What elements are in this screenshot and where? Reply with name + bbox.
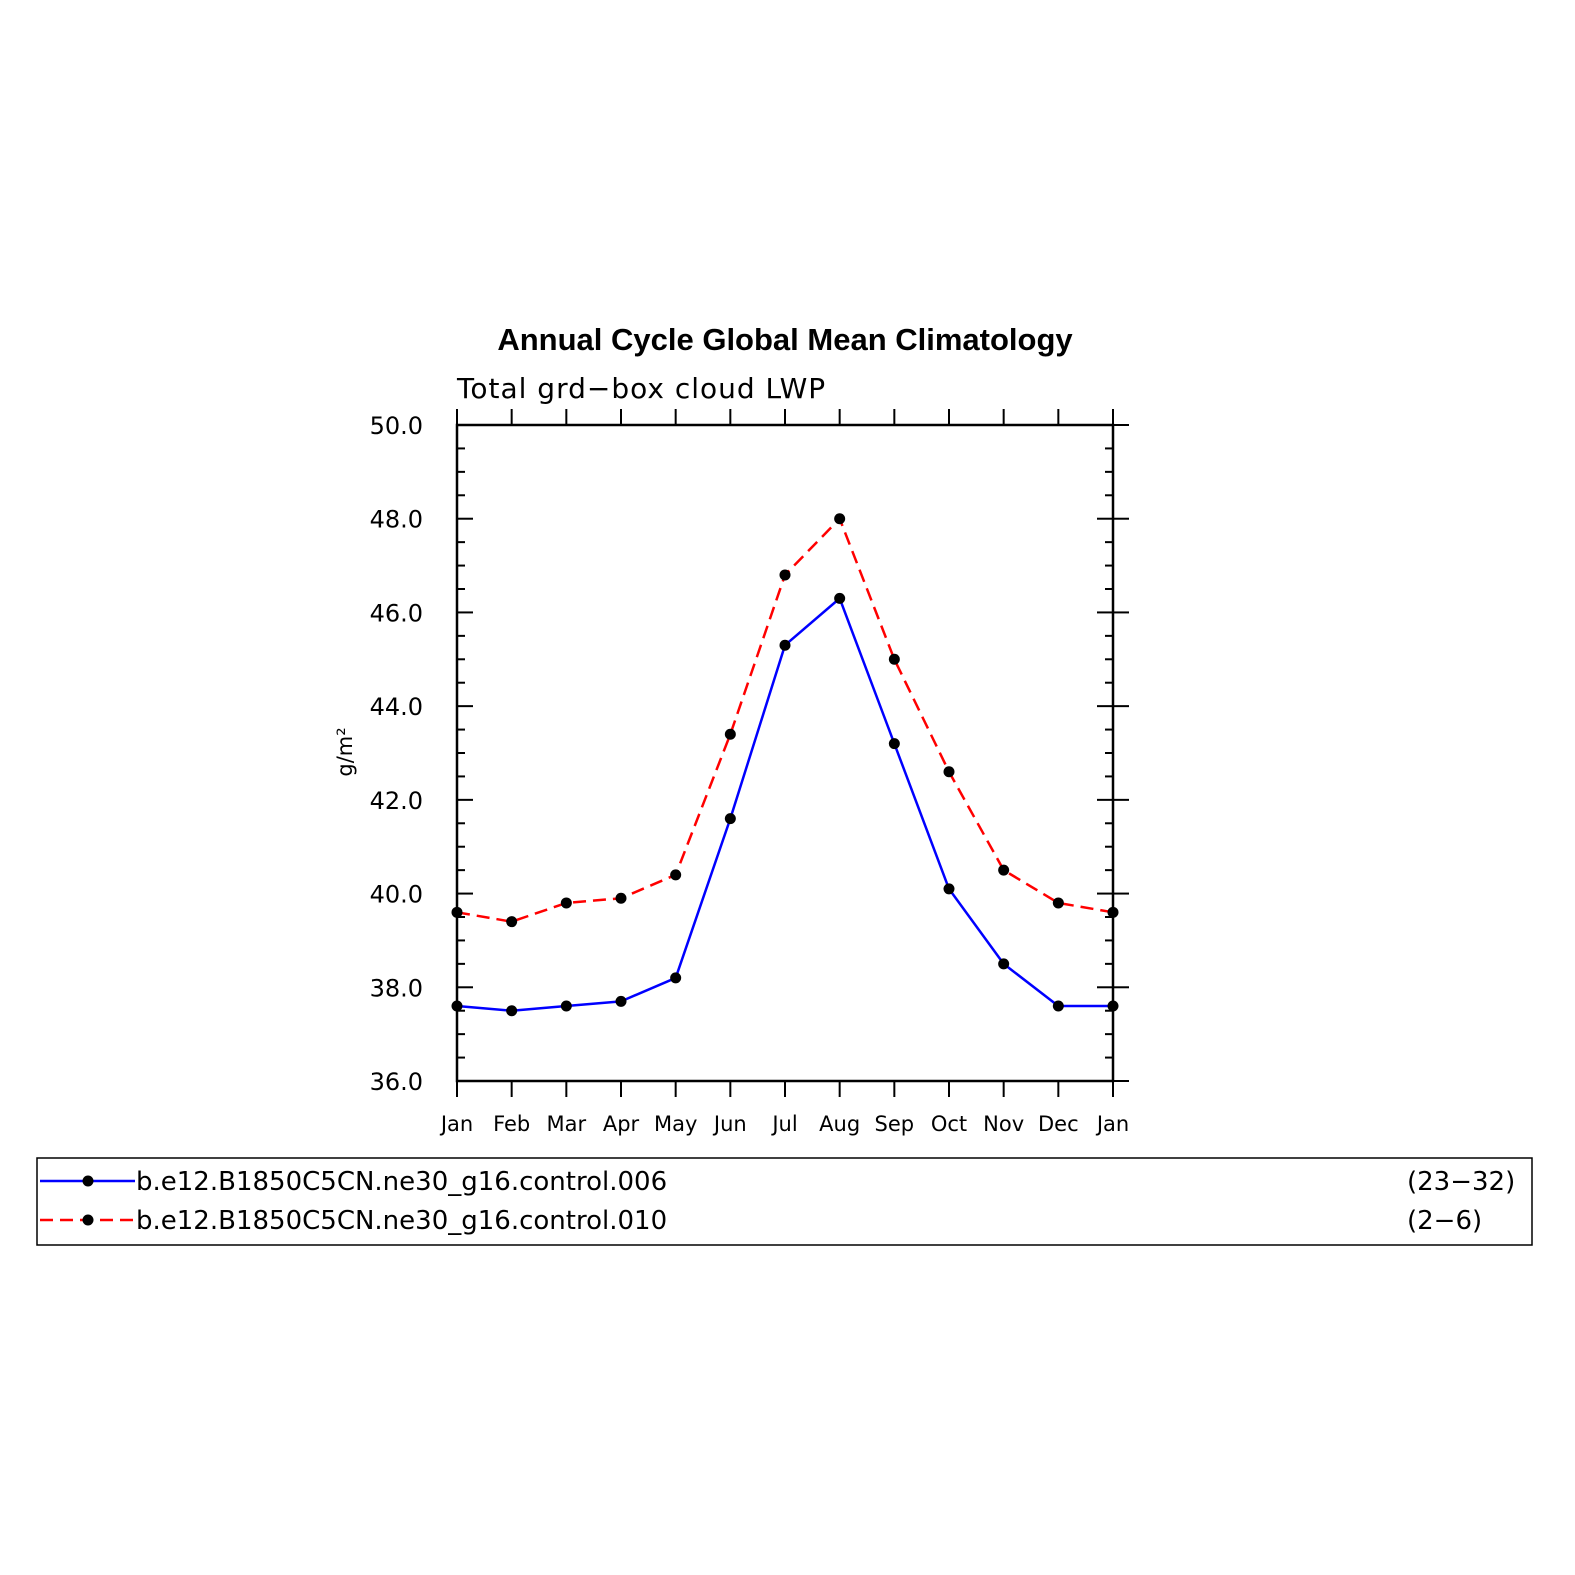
y-tick-label: 46.0 bbox=[370, 599, 423, 627]
data-point bbox=[1107, 1000, 1119, 1012]
data-point bbox=[615, 892, 627, 904]
data-point bbox=[451, 906, 463, 918]
data-point bbox=[724, 813, 736, 825]
data-point bbox=[943, 766, 955, 778]
data-point bbox=[943, 883, 955, 895]
data-point bbox=[670, 972, 682, 984]
data-point bbox=[615, 995, 627, 1007]
series-layer bbox=[451, 513, 1119, 1017]
legend: b.e12.B1850C5CN.ne30_g16.control.006 (23… bbox=[36, 1157, 1533, 1246]
data-point bbox=[888, 738, 900, 750]
y-tick-label: 44.0 bbox=[370, 693, 423, 721]
chart-subtitle: Total grd−box cloud LWP bbox=[456, 372, 826, 405]
legend-label-010: b.e12.B1850C5CN.ne30_g16.control.010 bbox=[136, 1206, 667, 1236]
x-tick-label: Sep bbox=[875, 1112, 915, 1136]
y-axis-label: g/m² bbox=[333, 727, 357, 776]
x-tick-label: Oct bbox=[931, 1112, 967, 1136]
data-point bbox=[506, 1005, 518, 1017]
x-tick-label: Dec bbox=[1038, 1112, 1079, 1136]
x-tick-label: Apr bbox=[603, 1112, 640, 1136]
legend-years-006: (23−32) bbox=[1407, 1167, 1515, 1197]
data-point bbox=[451, 1000, 463, 1012]
legend-years-010: (2−6) bbox=[1407, 1206, 1482, 1236]
series-1 bbox=[451, 513, 1119, 928]
legend-marker-010 bbox=[82, 1214, 94, 1226]
y-tick-label: 40.0 bbox=[370, 881, 423, 909]
data-point bbox=[560, 1000, 572, 1012]
data-point bbox=[1052, 1000, 1064, 1012]
series-line bbox=[456, 597, 1113, 1012]
x-tick-label: Jan bbox=[1095, 1112, 1129, 1136]
x-tick-label: Jan bbox=[439, 1112, 473, 1136]
legend-entry-006: b.e12.B1850C5CN.ne30_g16.control.006 (23… bbox=[40, 1167, 1515, 1197]
y-tick-label: 36.0 bbox=[370, 1068, 423, 1096]
x-tick-label: Nov bbox=[983, 1112, 1024, 1136]
x-tick-label: Jun bbox=[712, 1112, 747, 1136]
data-point bbox=[724, 728, 736, 740]
data-point bbox=[670, 869, 682, 881]
x-tick-label: Aug bbox=[819, 1112, 860, 1136]
data-point bbox=[506, 916, 518, 928]
y-tick-label: 42.0 bbox=[370, 787, 423, 815]
y-tick-label: 38.0 bbox=[370, 974, 423, 1002]
x-tick-label: Jul bbox=[770, 1112, 797, 1136]
chart-title: Annual Cycle Global Mean Climatology bbox=[497, 322, 1073, 357]
legend-label-006: b.e12.B1850C5CN.ne30_g16.control.006 bbox=[136, 1167, 667, 1197]
data-point bbox=[888, 653, 900, 665]
x-tick-label: Feb bbox=[493, 1112, 530, 1136]
legend-box bbox=[36, 1157, 1533, 1246]
plot-frame bbox=[455, 423, 1115, 1083]
data-point bbox=[560, 897, 572, 909]
data-point bbox=[834, 513, 846, 525]
y-tick-label: 48.0 bbox=[370, 506, 423, 534]
data-point bbox=[834, 592, 846, 604]
data-point bbox=[779, 639, 791, 651]
series-0 bbox=[451, 592, 1119, 1017]
x-tick-label: Mar bbox=[547, 1112, 587, 1136]
data-point bbox=[998, 958, 1010, 970]
y-tick-label: 50.0 bbox=[370, 412, 423, 440]
data-point bbox=[1052, 897, 1064, 909]
legend-marker-006 bbox=[82, 1175, 94, 1187]
data-point bbox=[779, 569, 791, 581]
ticks-layer: 36.0 38.0 40.0 42.0 44.0 46.0 48.0 50.0 Jan Feb Ma… bbox=[370, 409, 1129, 1136]
data-point bbox=[998, 864, 1010, 876]
x-tick-label: May bbox=[654, 1112, 697, 1136]
legend-entry-010: b.e12.B1850C5CN.ne30_g16.control.010 (2−… bbox=[40, 1206, 1482, 1236]
data-point bbox=[1107, 906, 1119, 918]
